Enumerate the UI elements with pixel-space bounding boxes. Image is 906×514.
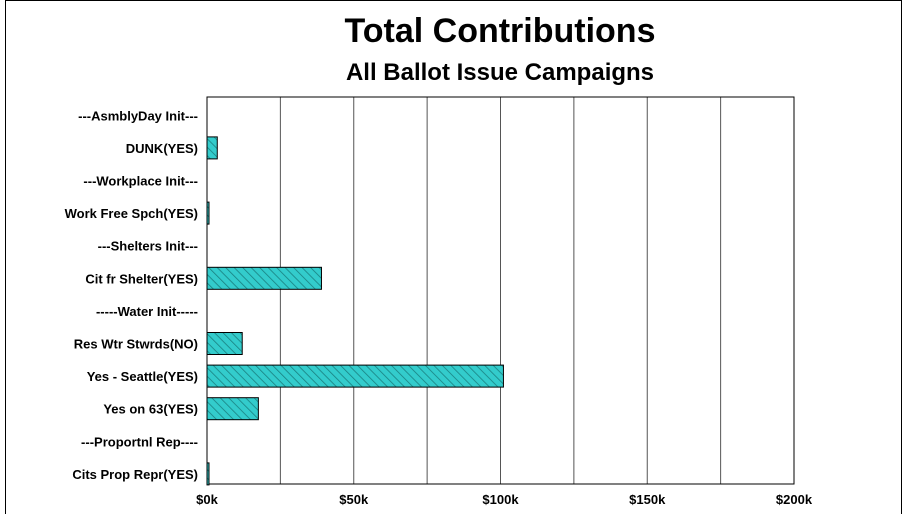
chart-title: Total Contributions [345,12,656,50]
x-tick-labels: $0k $50k $100k $150k $200k [196,492,813,507]
chart-frame [5,0,902,514]
bar [206,397,259,421]
bar [206,332,243,355]
category-label: ---AsmblyDay Init--- [78,108,198,123]
category-label: ---Workplace Init--- [83,174,198,189]
bar [206,462,210,486]
category-label: ---Proportnl Rep---- [81,434,198,449]
plot-area [206,96,795,485]
bars [206,136,504,486]
bar [206,266,322,290]
bar [206,201,210,225]
category-label: -----Water Init----- [96,304,198,319]
bar [206,364,504,388]
category-label: Yes - Seattle(YES) [87,369,198,384]
category-label: Cits Prop Repr(YES) [72,467,198,482]
gridlines [279,97,722,484]
category-label: Cit fr Shelter(YES) [85,271,198,286]
category-labels: ---AsmblyDay Init--- DUNK(YES) ---Workplac… [65,108,198,482]
x-tick-label: $100k [482,492,519,507]
x-tick-label: $150k [629,492,666,507]
category-label: Yes on 63(YES) [103,402,198,417]
bar [206,136,218,160]
chart-subtitle: All Ballot Issue Campaigns [346,59,654,86]
x-tick-label: $0k [196,492,218,507]
category-label: Res Wtr Stwrds(NO) [74,337,198,352]
x-tick-label: $200k [776,492,813,507]
category-label: DUNK(YES) [126,141,198,156]
x-tick-label: $50k [339,492,369,507]
category-label: ---Shelters Init--- [98,239,198,254]
category-label: Work Free Spch(YES) [65,206,198,221]
